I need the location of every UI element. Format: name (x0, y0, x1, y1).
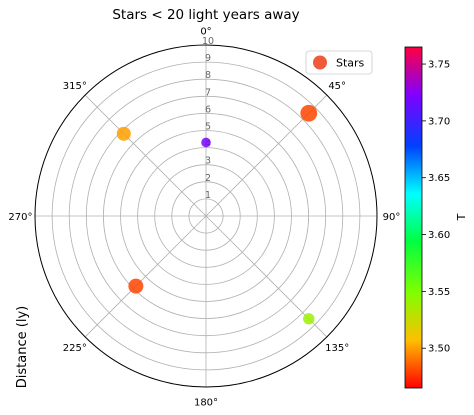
star-point (128, 278, 144, 294)
angular-tick-labels: 0° 45° 90° 135° 180° 225° 270° 315° (8, 26, 400, 408)
legend-entry-stars: Stars (336, 57, 365, 70)
colorbar-label: T (455, 213, 468, 221)
colorbar-tick-label: 3.70 (428, 116, 450, 127)
star-point (116, 126, 131, 141)
angular-gridline (84, 215, 207, 338)
star-point (300, 104, 318, 122)
star-point (201, 137, 211, 148)
radial-tick-label: 10 (202, 36, 214, 47)
legend: Stars (305, 50, 373, 75)
radial-tick-label: 8 (205, 70, 211, 81)
angular-tick-label: 90° (383, 212, 401, 223)
radial-tick-labels: 12345678910 (202, 36, 214, 201)
radial-tick-label: 3 (205, 156, 211, 167)
angular-tick-label: 45° (328, 81, 346, 92)
angular-tick-label: 270° (8, 212, 32, 223)
colorbar: 3.50 3.55 3.60 3.65 3.70 3.75 T (404, 46, 468, 389)
y-axis-label: Distance (ly) (15, 306, 30, 388)
chart-title: Stars < 20 light years away (112, 7, 299, 23)
colorbar-ticks: 3.50 3.55 3.60 3.65 3.70 3.75 (422, 60, 450, 355)
colorbar-gradient (404, 46, 423, 389)
colorbar-tick-label: 3.75 (428, 60, 450, 71)
angular-tick-label: 135° (325, 343, 349, 354)
angular-gridline (84, 94, 207, 217)
radial-tick-label: 6 (205, 104, 211, 115)
angular-tick-label: 0° (200, 26, 211, 37)
colorbar-tick-label: 3.55 (428, 287, 450, 298)
colorbar-tick-label: 3.60 (428, 230, 450, 241)
radial-tick-label: 9 (205, 53, 211, 64)
colorbar-tick-label: 3.65 (428, 173, 450, 184)
angular-tick-label: 315° (63, 81, 87, 92)
radial-tick-label: 5 (205, 122, 211, 133)
radial-tick-label: 7 (205, 87, 211, 98)
polar-outer-spine (34, 44, 378, 388)
radial-tick-label: 2 (205, 173, 211, 184)
star-point (303, 313, 315, 325)
angular-tick-label: 180° (194, 398, 218, 409)
colorbar-tick-label: 3.50 (428, 344, 450, 355)
radial-tick-label: 1 (205, 190, 211, 201)
legend-marker (313, 55, 327, 70)
scatter-points (116, 104, 318, 325)
angular-tick-label: 225° (63, 343, 87, 354)
